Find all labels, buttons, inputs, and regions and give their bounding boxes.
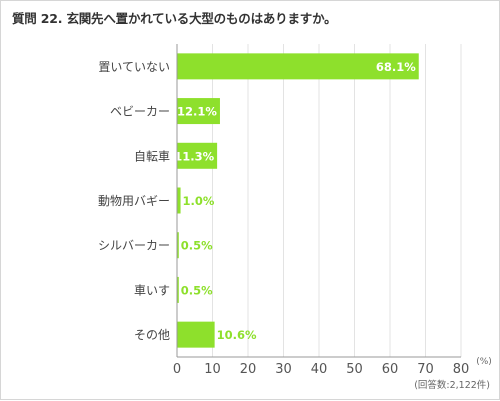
value-label: 11.3% bbox=[174, 149, 214, 163]
value-label: 1.0% bbox=[183, 194, 215, 208]
category-label: その他 bbox=[134, 328, 170, 342]
category-label: ベビーカー bbox=[110, 105, 170, 119]
bar bbox=[177, 321, 215, 348]
value-label: 12.1% bbox=[177, 105, 217, 119]
value-label: 68.1% bbox=[376, 60, 416, 74]
x-tick-label: 60 bbox=[382, 362, 399, 377]
question-title: 質問 22. 玄関先へ置かれている大型のものはありますか。 bbox=[12, 11, 337, 26]
x-tick-label: 40 bbox=[311, 362, 328, 377]
value-label: 10.6% bbox=[217, 328, 257, 342]
value-label: 0.5% bbox=[181, 239, 213, 253]
bar bbox=[177, 142, 218, 169]
category-label: シルバーカー bbox=[98, 239, 170, 253]
bar bbox=[177, 187, 181, 214]
x-tick-label: 10 bbox=[204, 362, 221, 377]
category-label: 車いす bbox=[134, 283, 170, 297]
bar bbox=[177, 53, 419, 80]
x-unit-label: (%) bbox=[476, 357, 492, 367]
category-label: 置いていない bbox=[98, 60, 170, 74]
x-tick-label: 70 bbox=[417, 362, 434, 377]
x-tick-label: 0 bbox=[173, 362, 181, 377]
x-tick-label: 50 bbox=[346, 362, 363, 377]
bar bbox=[177, 276, 179, 303]
bar bbox=[177, 98, 220, 125]
value-label: 0.5% bbox=[181, 283, 213, 297]
x-tick-label: 30 bbox=[275, 362, 292, 377]
response-count: (回答数:2,122件) bbox=[414, 380, 490, 391]
bar bbox=[177, 232, 179, 259]
category-label: 自転車 bbox=[134, 149, 170, 163]
x-tick-label: 80 bbox=[453, 362, 470, 377]
category-label: 動物用バギー bbox=[98, 194, 170, 208]
x-tick-label: 20 bbox=[240, 362, 257, 377]
